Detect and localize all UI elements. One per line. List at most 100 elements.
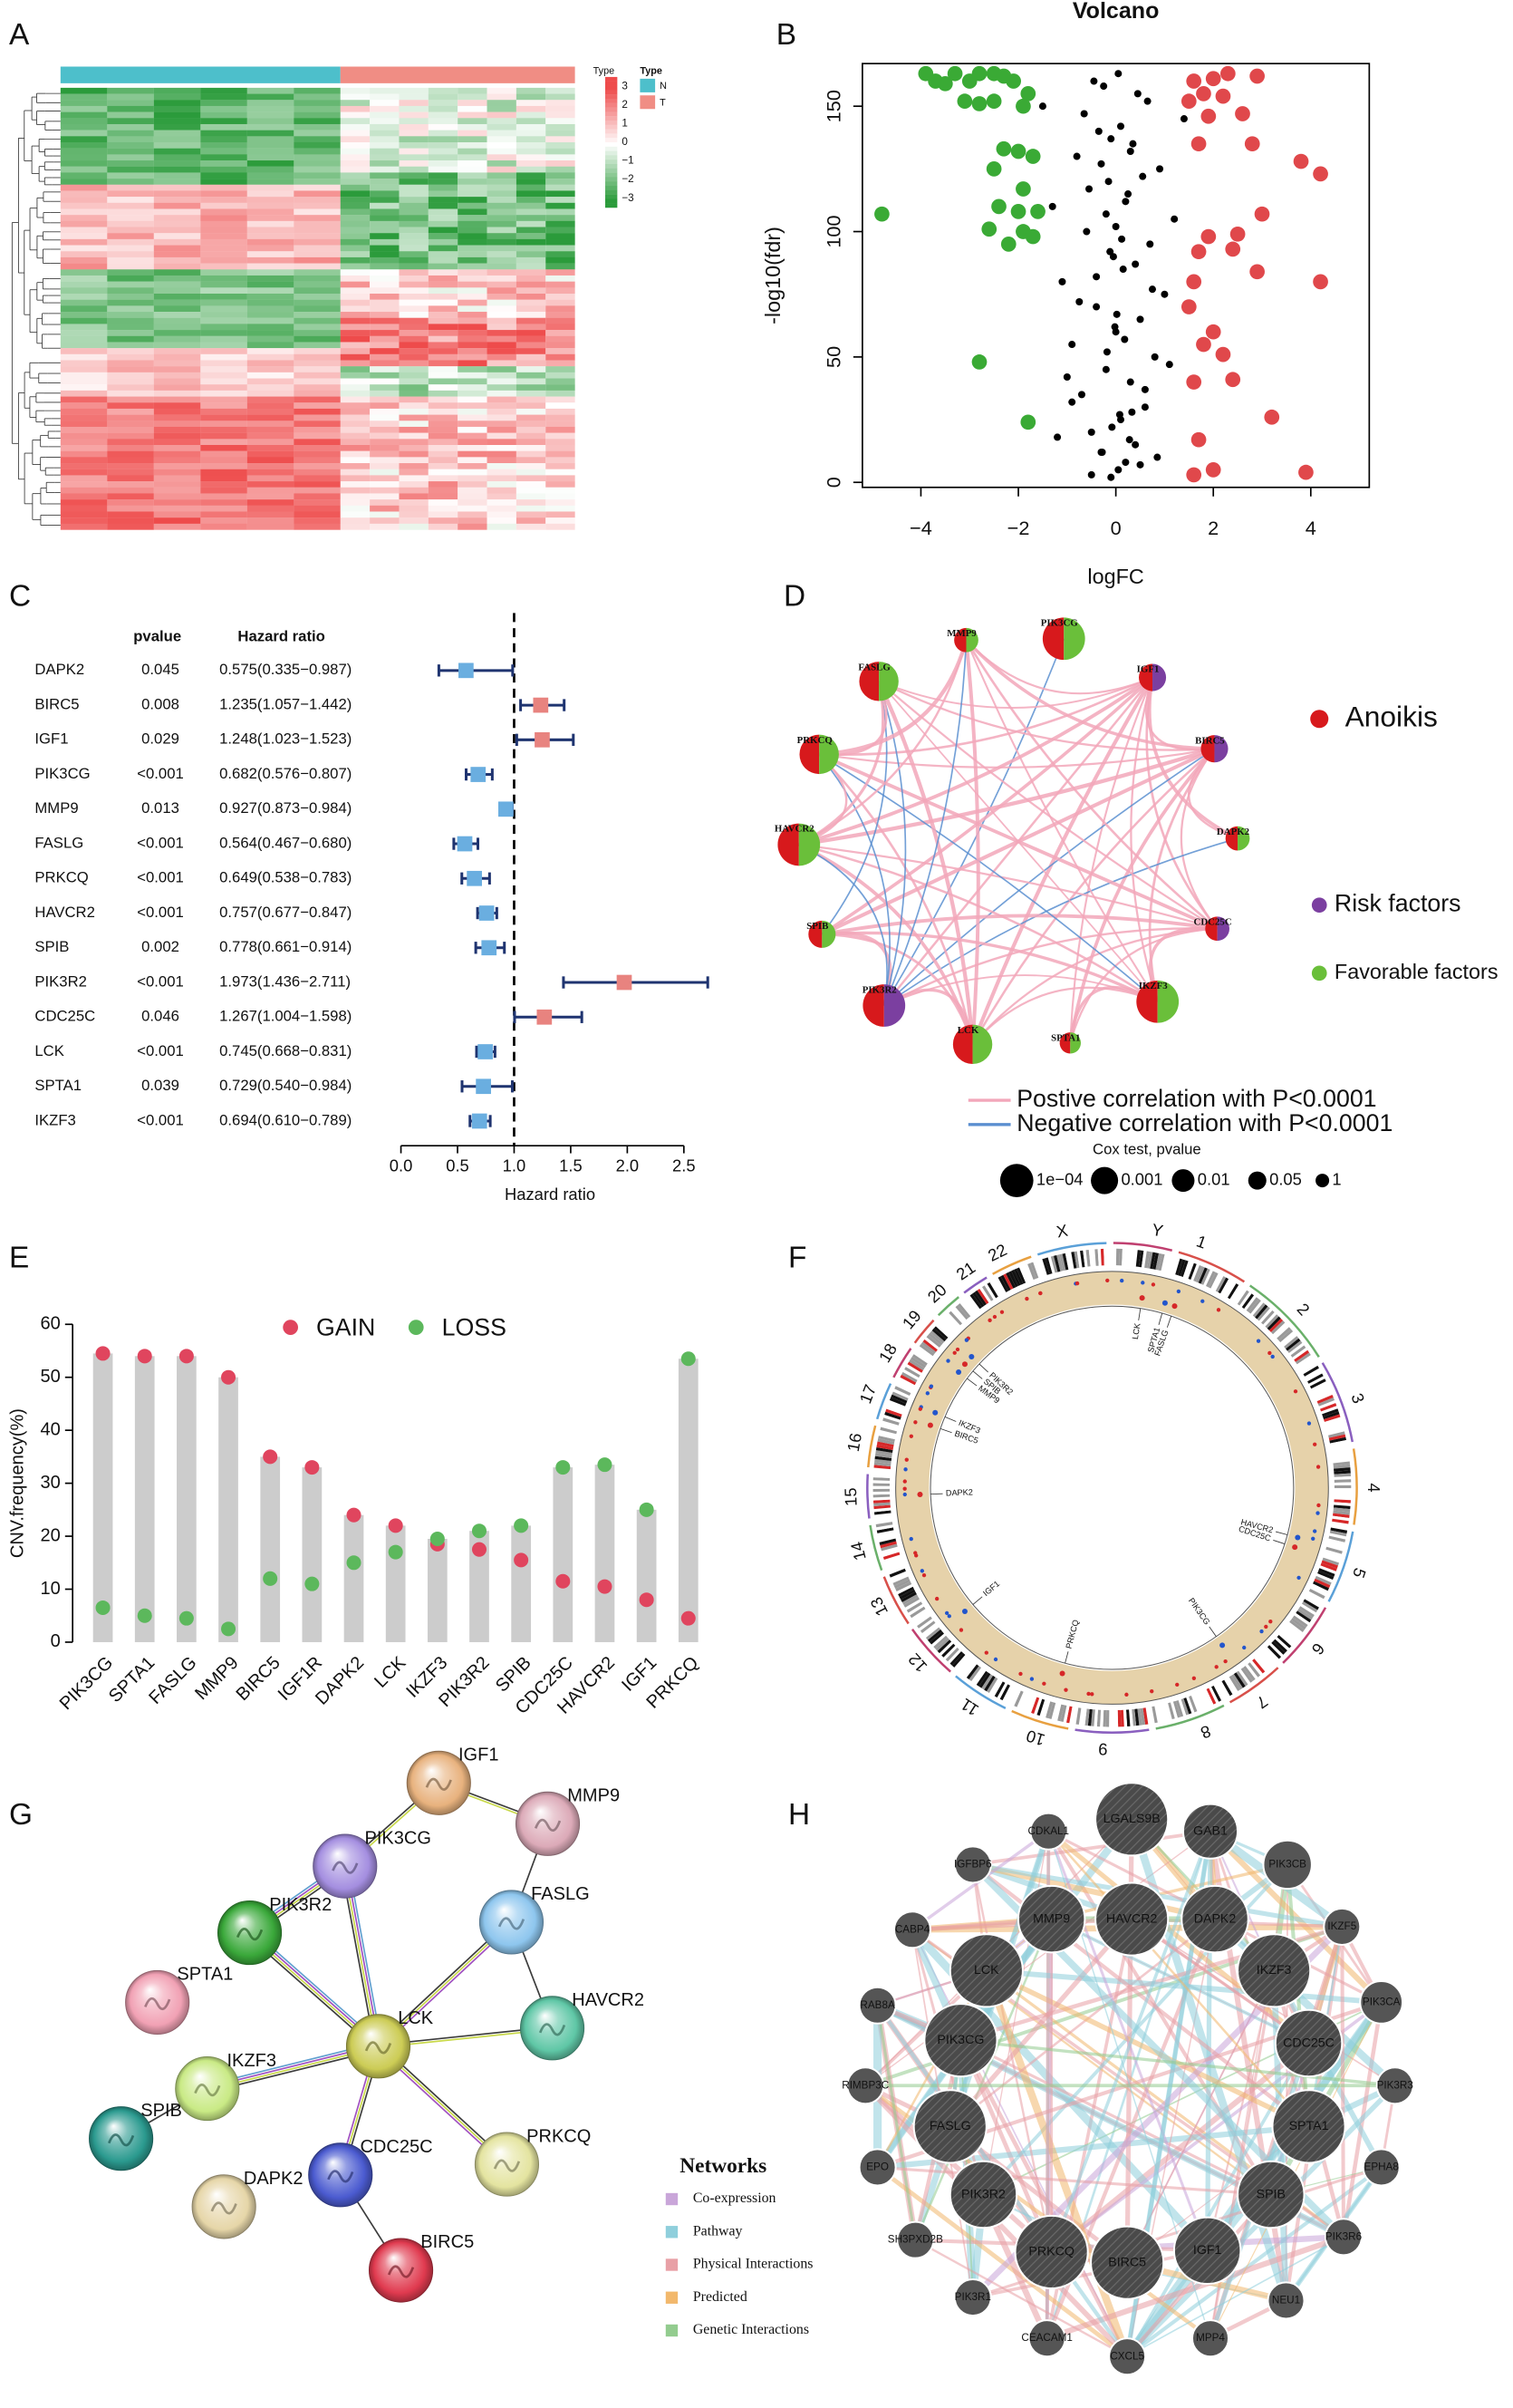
point: [555, 1460, 571, 1475]
heatmap-cell: [153, 432, 201, 440]
heatmap-cell: [107, 281, 154, 288]
heatmap-cell: [545, 154, 575, 161]
heatmap-cell: [60, 220, 108, 227]
x-tick-label: MMP9: [191, 1653, 242, 1704]
size-marker: [1171, 1169, 1195, 1193]
ideogram-band: [1321, 1406, 1338, 1415]
heatmap-cell: [294, 493, 341, 500]
heatmap-cell: [60, 227, 108, 234]
y-tick-label: 0: [51, 1631, 61, 1651]
heatmap-cell: [399, 499, 429, 506]
heatmap-cell: [516, 360, 546, 367]
network-edge: [863, 2084, 1054, 2255]
panel-label: G: [9, 1798, 33, 1832]
ideogram-band: [1132, 1249, 1138, 1267]
heatmap-cell: [246, 269, 294, 276]
heatmap-cell: [200, 281, 247, 288]
heatmap-cell: [545, 136, 575, 143]
heatmap-cell: [340, 384, 371, 392]
chromosome-arc: [955, 1675, 1007, 1709]
gene-node: [1323, 1907, 1362, 1946]
heatmap-cell: [458, 251, 487, 258]
heatmap-cell: [60, 251, 108, 258]
node-left: [1200, 735, 1215, 763]
heatmap-cell: [107, 335, 154, 343]
heatmap-cell: [458, 426, 487, 433]
heatmap-cell: [458, 287, 487, 295]
heatmap-cell: [107, 469, 154, 476]
protein-structure: [497, 1917, 525, 1930]
gene-leader: [967, 1378, 978, 1387]
ideogram-band: [1124, 1249, 1129, 1266]
ideogram-band: [1175, 1258, 1183, 1276]
point: [1016, 98, 1031, 114]
ideogram-band: [872, 1494, 891, 1498]
heatmap-cell: [399, 215, 429, 222]
heatmap-cell: [200, 238, 247, 246]
ideogram-band: [1333, 1507, 1351, 1513]
heatmap-cell: [516, 275, 546, 282]
chromosome-arc: [1155, 1704, 1225, 1730]
network-edge: [819, 639, 969, 757]
chromosome-label: 8: [1198, 1722, 1213, 1743]
heatmap-cell: [516, 414, 546, 421]
point: [1165, 361, 1173, 369]
heatmap-cell: [153, 457, 201, 464]
point: [1205, 71, 1221, 87]
heatmap-cell: [399, 269, 429, 276]
heatmap-cell: [153, 444, 201, 451]
heatmap-cell: [246, 275, 294, 282]
ideogram-band: [1218, 1277, 1229, 1294]
cnv-dot: [1150, 1689, 1154, 1694]
heatmap-cell: [370, 493, 400, 500]
network-edge: [1051, 1862, 1288, 1921]
heatmap-cell: [545, 335, 575, 343]
heatmap-cell: [487, 160, 516, 167]
heatmap-cell: [399, 414, 429, 421]
legend-label: GAIN: [316, 1313, 375, 1340]
heatmap-cell: [107, 141, 154, 149]
point: [981, 221, 997, 237]
colorbar-step: [605, 107, 618, 112]
ideogram-band: [1222, 1280, 1234, 1297]
heatmap-cell: [458, 141, 487, 149]
heatmap-cell: [545, 348, 575, 354]
heatmap-cell: [60, 396, 108, 403]
cnv-dot: [909, 1536, 913, 1542]
ideogram-band: [1260, 1651, 1275, 1666]
heatmap-cell: [153, 330, 201, 336]
range-bar: [553, 1467, 573, 1642]
heatmap-cell: [107, 499, 154, 506]
ideogram-band: [976, 1670, 988, 1687]
point: [996, 140, 1012, 157]
ideogram-band: [1318, 1568, 1335, 1578]
size-label: 0.01: [1198, 1169, 1230, 1188]
heatmap-cell: [370, 179, 400, 185]
heatmap-cell: [294, 215, 341, 222]
heatmap-cell: [60, 335, 108, 343]
ideogram-band: [1275, 1637, 1290, 1651]
heatmap-cell: [487, 493, 516, 500]
point: [1010, 143, 1026, 160]
gene-label: IGF1: [981, 1579, 1001, 1598]
gene-leader: [940, 1427, 952, 1434]
ideogram-band: [1226, 1677, 1238, 1693]
ideogram-band: [907, 1361, 923, 1373]
heatmap-cell: [107, 293, 154, 300]
point: [1143, 97, 1152, 105]
heatmap-cell: [340, 130, 371, 137]
ideogram-band: [1220, 1279, 1231, 1295]
ideogram-band: [1195, 1266, 1205, 1283]
heatmap-cell: [294, 312, 341, 318]
gene-leader: [1138, 1308, 1142, 1320]
heatmap-cell: [399, 475, 429, 482]
network-edge: [965, 639, 1215, 750]
gene-marker: [1059, 1670, 1065, 1677]
cnv-dot: [1151, 1282, 1156, 1287]
ideogram-band: [874, 1513, 891, 1518]
colorbar-step: [605, 203, 618, 208]
gene-label: SH3PXD2B: [888, 2234, 943, 2246]
range-bar: [343, 1514, 364, 1642]
hazard-ratio-label: 1.248(1.023−1.523): [219, 730, 352, 748]
heatmap-cell: [340, 111, 371, 119]
